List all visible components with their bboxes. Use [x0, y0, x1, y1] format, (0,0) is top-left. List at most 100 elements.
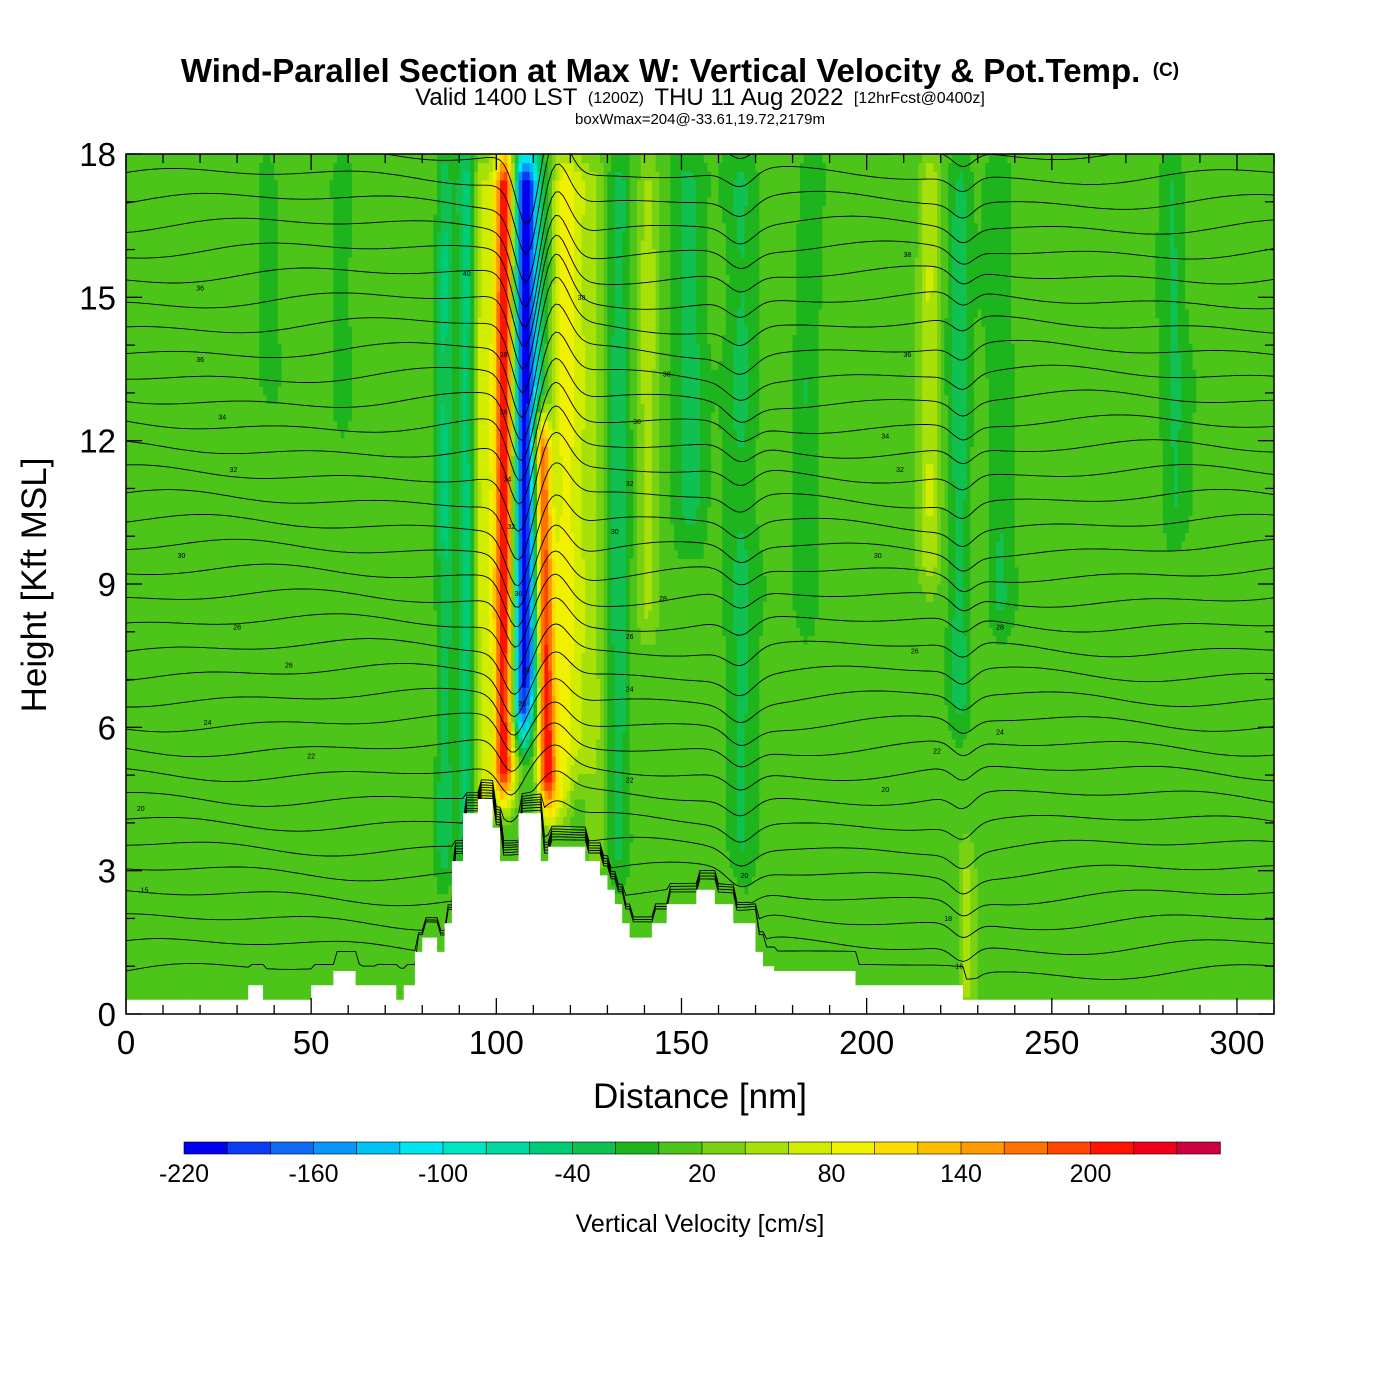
velocity-cell	[159, 257, 163, 266]
velocity-cell	[163, 962, 167, 971]
velocity-cell	[141, 335, 145, 344]
velocity-cell	[145, 300, 149, 309]
velocity-cell	[133, 653, 137, 662]
velocity-cell	[163, 438, 167, 447]
velocity-cell	[156, 489, 160, 498]
velocity-cell	[167, 980, 171, 989]
velocity-field	[126, 145, 1275, 1014]
velocity-cell	[159, 197, 163, 206]
velocity-cell	[145, 240, 149, 249]
velocity-cell	[137, 498, 141, 507]
velocity-cell	[148, 326, 152, 335]
velocity-cell	[145, 292, 149, 301]
velocity-cell	[130, 558, 134, 567]
velocity-cell	[152, 902, 156, 911]
velocity-cell	[163, 317, 167, 326]
velocity-cell	[152, 661, 156, 670]
velocity-cell	[156, 988, 160, 997]
velocity-cell	[137, 455, 141, 464]
velocity-cell	[163, 911, 167, 920]
velocity-cell	[133, 876, 137, 885]
velocity-cell	[141, 962, 145, 971]
velocity-cell	[137, 429, 141, 438]
velocity-cell	[159, 773, 163, 782]
velocity-cell	[159, 266, 163, 275]
velocity-cell	[148, 266, 152, 275]
velocity-cell	[159, 799, 163, 808]
velocity-cell	[159, 206, 163, 215]
velocity-cell	[130, 636, 134, 645]
velocity-cell	[141, 171, 145, 180]
velocity-cell	[141, 790, 145, 799]
velocity-cell	[141, 825, 145, 834]
velocity-cell	[163, 171, 167, 180]
velocity-cell	[145, 446, 149, 455]
velocity-cell	[156, 790, 160, 799]
velocity-cell	[130, 515, 134, 524]
velocity-cell	[148, 240, 152, 249]
velocity-cell	[148, 524, 152, 533]
velocity-cell	[130, 171, 134, 180]
velocity-cell	[137, 704, 141, 713]
velocity-cell	[137, 756, 141, 765]
velocity-cell	[156, 541, 160, 550]
velocity-cell	[137, 472, 141, 481]
velocity-cell	[141, 575, 145, 584]
velocity-cell	[148, 679, 152, 688]
velocity-cell	[163, 704, 167, 713]
velocity-cell	[159, 851, 163, 860]
velocity-cell	[156, 429, 160, 438]
velocity-cell	[141, 249, 145, 258]
velocity-cell	[156, 360, 160, 369]
velocity-cell	[133, 274, 137, 283]
velocity-cell	[159, 919, 163, 928]
velocity-cell	[130, 223, 134, 232]
velocity-cell	[152, 369, 156, 378]
velocity-cell	[137, 240, 141, 249]
velocity-cell	[152, 971, 156, 980]
velocity-cell	[133, 360, 137, 369]
velocity-cell	[133, 962, 137, 971]
velocity-cell	[156, 610, 160, 619]
velocity-cell	[167, 945, 171, 954]
velocity-cell	[145, 145, 149, 154]
velocity-cell	[167, 661, 171, 670]
velocity-cell	[137, 300, 141, 309]
velocity-cell	[130, 980, 134, 989]
velocity-cell	[130, 842, 134, 851]
velocity-cell	[159, 610, 163, 619]
velocity-cell	[145, 661, 149, 670]
velocity-cell	[137, 971, 141, 980]
velocity-cell	[133, 593, 137, 602]
velocity-cell	[148, 894, 152, 903]
velocity-cell	[156, 902, 160, 911]
velocity-cell	[156, 550, 160, 559]
velocity-cell	[130, 532, 134, 541]
velocity-cell	[133, 206, 137, 215]
velocity-cell	[163, 386, 167, 395]
velocity-cell	[156, 919, 160, 928]
velocity-cell	[167, 601, 171, 610]
velocity-cell	[141, 317, 145, 326]
velocity-cell	[159, 584, 163, 593]
velocity-cell	[133, 472, 137, 481]
velocity-cell	[159, 618, 163, 627]
velocity-cell	[130, 145, 134, 154]
velocity-cell	[163, 808, 167, 817]
velocity-cell	[156, 249, 160, 258]
velocity-cell	[163, 309, 167, 318]
velocity-cell	[133, 782, 137, 791]
velocity-cell	[163, 885, 167, 894]
velocity-cell	[152, 687, 156, 696]
velocity-cell	[130, 163, 134, 172]
velocity-cell	[148, 610, 152, 619]
velocity-cell	[137, 584, 141, 593]
velocity-cell	[141, 868, 145, 877]
velocity-cell	[141, 713, 145, 722]
velocity-cell	[159, 515, 163, 524]
velocity-cell	[152, 894, 156, 903]
velocity-cell	[148, 593, 152, 602]
velocity-cell	[148, 859, 152, 868]
velocity-cell	[137, 610, 141, 619]
velocity-cell	[159, 601, 163, 610]
